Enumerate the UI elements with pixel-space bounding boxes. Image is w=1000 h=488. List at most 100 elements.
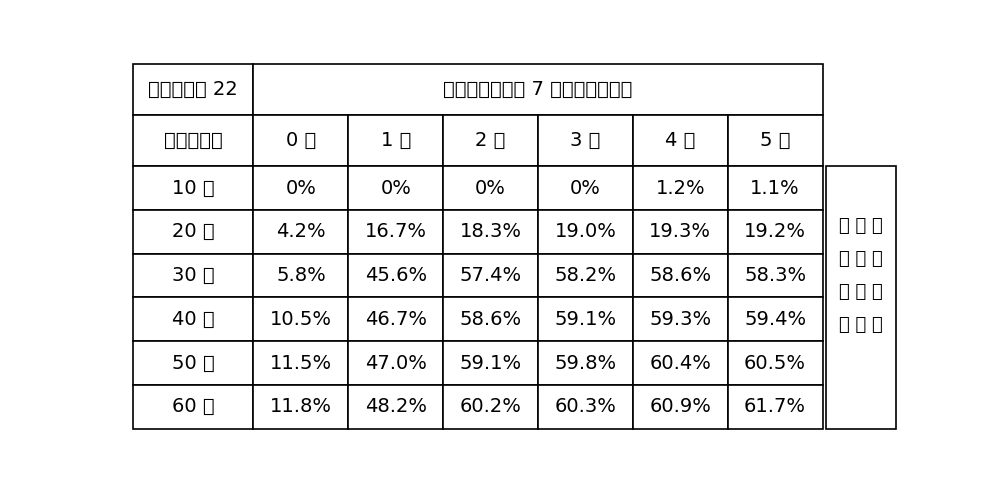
Text: 0%: 0%	[475, 179, 506, 198]
Text: 11.8%: 11.8%	[270, 397, 332, 416]
Bar	[253, 385, 348, 428]
Text: 61.7%: 61.7%	[744, 397, 806, 416]
Bar	[253, 210, 348, 254]
Bar	[133, 64, 253, 115]
Text: 2 分: 2 分	[475, 131, 506, 150]
Bar	[633, 385, 728, 428]
Bar	[633, 210, 728, 254]
Bar	[538, 254, 633, 298]
Bar	[348, 298, 443, 341]
Bar	[348, 210, 443, 254]
Text: 60.3%: 60.3%	[554, 397, 616, 416]
Bar	[633, 115, 728, 166]
Bar	[443, 166, 538, 210]
Bar	[133, 254, 253, 298]
Text: 59.1%: 59.1%	[459, 354, 522, 372]
Bar	[253, 64, 822, 115]
Text: 3 分: 3 分	[570, 131, 601, 150]
Text: 1.2%: 1.2%	[655, 179, 705, 198]
Text: 0 分: 0 分	[286, 131, 316, 150]
Text: 59.4%: 59.4%	[744, 310, 806, 329]
Text: 0%: 0%	[380, 179, 411, 198]
Text: 19.3%: 19.3%	[649, 223, 711, 242]
Text: 0%: 0%	[285, 179, 316, 198]
Bar	[443, 254, 538, 298]
Bar	[133, 210, 253, 254]
Text: 5 分: 5 分	[760, 131, 790, 150]
Text: 19.0%: 19.0%	[554, 223, 616, 242]
Bar	[728, 341, 822, 385]
Bar	[253, 166, 348, 210]
Bar	[348, 341, 443, 385]
Text: 60.4%: 60.4%	[649, 354, 711, 372]
Text: 10 分: 10 分	[172, 179, 214, 198]
Text: 30 分: 30 分	[172, 266, 214, 285]
Text: 60 分: 60 分	[172, 397, 214, 416]
Text: 5.8%: 5.8%	[276, 266, 326, 285]
Text: 60.5%: 60.5%	[744, 354, 806, 372]
Bar	[443, 298, 538, 341]
Text: 20 分: 20 分	[172, 223, 214, 242]
Bar	[443, 210, 538, 254]
Bar	[253, 298, 348, 341]
Text: 59.1%: 59.1%	[554, 310, 616, 329]
Text: 48.2%: 48.2%	[365, 397, 427, 416]
Text: 11.5%: 11.5%	[270, 354, 332, 372]
Text: 19.2%: 19.2%	[744, 223, 806, 242]
Bar	[728, 254, 822, 298]
Bar	[633, 341, 728, 385]
Bar	[728, 298, 822, 341]
Text: 10.5%: 10.5%	[270, 310, 332, 329]
Bar	[133, 298, 253, 341]
Bar	[633, 254, 728, 298]
Text: 46.7%: 46.7%	[365, 310, 427, 329]
Text: 50 分: 50 分	[172, 354, 214, 372]
Bar	[538, 115, 633, 166]
Text: 58.3%: 58.3%	[744, 266, 806, 285]
Bar	[728, 210, 822, 254]
Text: 58.6%: 58.6%	[649, 266, 711, 285]
Bar	[633, 298, 728, 341]
Text: 60.9%: 60.9%	[649, 397, 711, 416]
Bar	[253, 254, 348, 298]
Text: 百 分 数: 百 分 数	[839, 316, 883, 334]
Text: 18.3%: 18.3%	[460, 223, 522, 242]
Bar	[728, 115, 822, 166]
Bar	[443, 341, 538, 385]
Bar	[348, 254, 443, 298]
Text: 4.2%: 4.2%	[276, 223, 326, 242]
Bar	[538, 298, 633, 341]
Text: 1.1%: 1.1%	[750, 179, 800, 198]
Bar	[133, 341, 253, 385]
Bar	[133, 385, 253, 428]
Text: 45.6%: 45.6%	[365, 266, 427, 285]
Text: 60.2%: 60.2%	[460, 397, 521, 416]
Bar	[253, 341, 348, 385]
Text: 花 数 的: 花 数 的	[839, 283, 883, 301]
Bar	[538, 341, 633, 385]
Text: 4 分: 4 分	[665, 131, 695, 150]
Text: 58.2%: 58.2%	[554, 266, 616, 285]
Text: 浸水时间，早上 7 点取样（剪穗）: 浸水时间，早上 7 点取样（剪穗）	[443, 80, 633, 99]
Bar	[826, 166, 896, 428]
Text: 开 花 数: 开 花 数	[839, 217, 883, 235]
Text: 0%: 0%	[570, 179, 601, 198]
Bar	[133, 115, 253, 166]
Bar	[538, 385, 633, 428]
Text: 59.8%: 59.8%	[554, 354, 616, 372]
Text: 占 总 颖: 占 总 颖	[839, 250, 883, 268]
Text: 1 分: 1 分	[381, 131, 411, 150]
Text: 16.7%: 16.7%	[365, 223, 427, 242]
Bar	[538, 166, 633, 210]
Text: 59.3%: 59.3%	[649, 310, 711, 329]
Bar	[633, 166, 728, 210]
Bar	[348, 385, 443, 428]
Bar	[348, 166, 443, 210]
Bar	[538, 210, 633, 254]
Bar	[443, 385, 538, 428]
Bar	[728, 385, 822, 428]
Bar	[348, 115, 443, 166]
Text: 57.4%: 57.4%	[459, 266, 522, 285]
Bar	[133, 166, 253, 210]
Bar	[253, 115, 348, 166]
